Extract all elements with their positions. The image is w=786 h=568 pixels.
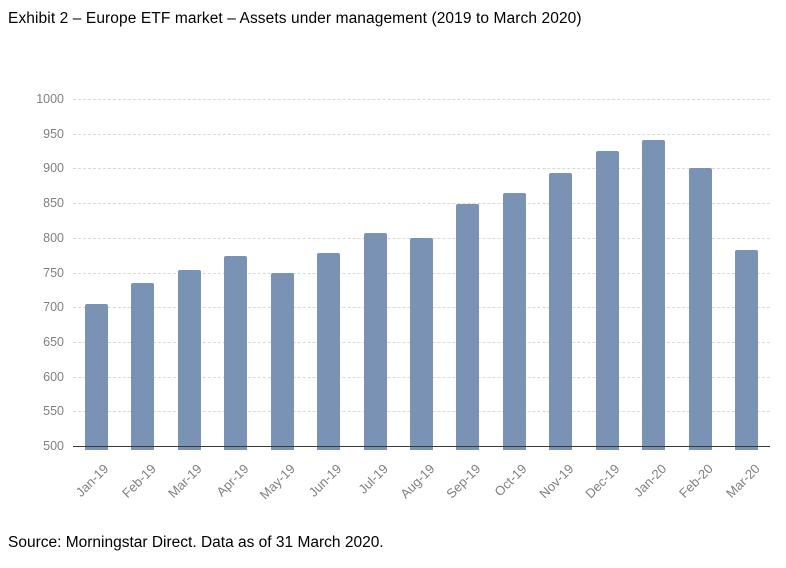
x-axis-tick-label: Jun-19: [305, 461, 345, 500]
bar-Dec-19: [595, 151, 619, 450]
x-axis-tick-label: Jul-19: [354, 461, 391, 497]
bar-Nov-19: [549, 172, 573, 450]
x-axis-tick-label: Nov-19: [536, 461, 577, 502]
x-axis-tick-label: Mar-20: [722, 461, 763, 501]
bar-May-19: [270, 273, 294, 450]
x-axis-tick-label: Feb-20: [676, 461, 716, 501]
x-axis-tick-label: Dec-19: [582, 461, 623, 502]
bar-Jan-19: [84, 303, 108, 450]
chart-title: Exhibit 2 – Europe ETF market – Assets u…: [8, 10, 582, 27]
source-note: Source: Morningstar Direct. Data as of 3…: [8, 534, 384, 551]
x-axis-tick-label: Jan-19: [73, 461, 112, 500]
bar-Jul-19: [363, 232, 387, 450]
bar-Feb-20: [688, 168, 712, 450]
gridline-950: [73, 133, 770, 135]
bar-Sep-19: [456, 204, 480, 450]
bar-Jun-19: [317, 253, 341, 450]
x-axis-tick-label: Sep-19: [443, 461, 484, 502]
y-axis-tick-label: 900: [43, 161, 64, 176]
x-axis-line: [73, 446, 770, 447]
y-axis-tick-label: 1000: [36, 92, 64, 106]
x-axis-tick-label: Mar-19: [165, 461, 205, 501]
y-axis-tick-label: 850: [43, 196, 64, 211]
bar-Feb-19: [131, 282, 155, 450]
gridline-850: [73, 203, 770, 205]
y-axis-tick-label: 550: [43, 404, 64, 419]
bar-Jan-20: [642, 139, 666, 450]
y-axis-tick-label: 700: [43, 300, 64, 315]
bar-Aug-19: [410, 238, 433, 450]
y-axis-tick-label: 950: [43, 126, 64, 141]
y-axis-tick-label: 650: [43, 334, 64, 349]
gridline-1000: [73, 99, 770, 100]
y-axis-tick-label: 600: [43, 369, 64, 384]
x-axis-tick-label: Apr-19: [213, 461, 252, 500]
bar-Oct-19: [502, 193, 526, 450]
x-axis-tick-label: Feb-19: [118, 461, 159, 501]
gridline-800: [73, 237, 770, 239]
y-axis-tick-label: 500: [43, 439, 64, 453]
x-axis-tick-label: Jan-20: [630, 461, 670, 500]
y-axis-tick-label: 800: [43, 230, 64, 245]
x-axis-tick-label: Oct-19: [491, 461, 531, 500]
y-axis-tick-label: 750: [43, 265, 64, 280]
bar-Apr-19: [224, 255, 248, 450]
bar-Mar-20: [735, 249, 759, 450]
bar-Mar-19: [177, 270, 201, 450]
x-axis-tick-label: Aug-19: [396, 461, 438, 502]
gridline-900: [73, 168, 770, 170]
x-axis-tick-label: May-19: [256, 461, 298, 503]
